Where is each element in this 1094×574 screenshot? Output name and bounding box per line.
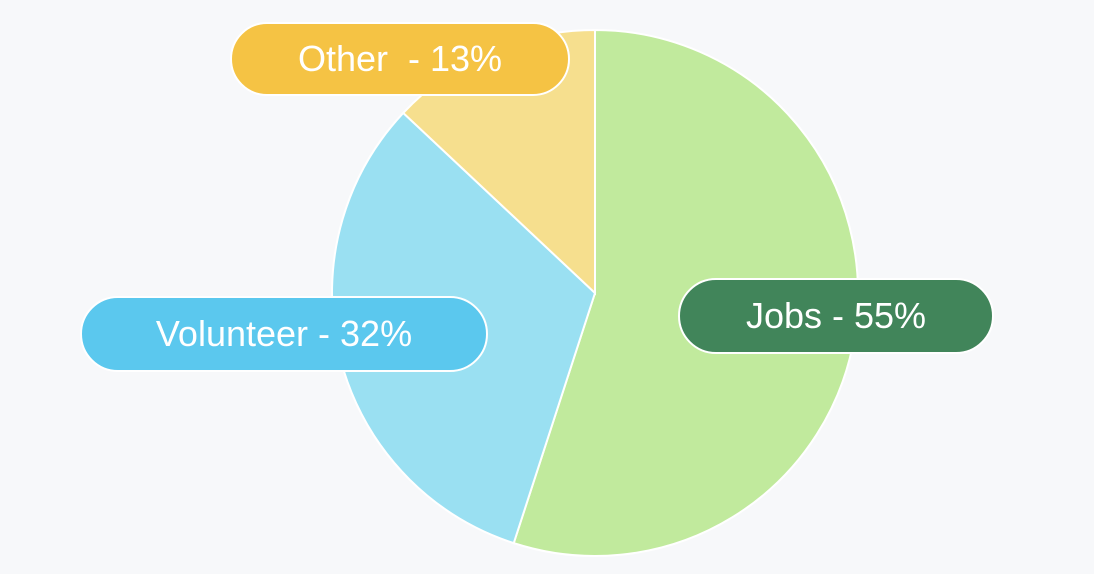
label-other: Other - 13% [230, 22, 570, 96]
label-jobs: Jobs - 55% [678, 278, 994, 354]
label-volunteer: Volunteer - 32% [80, 296, 488, 372]
